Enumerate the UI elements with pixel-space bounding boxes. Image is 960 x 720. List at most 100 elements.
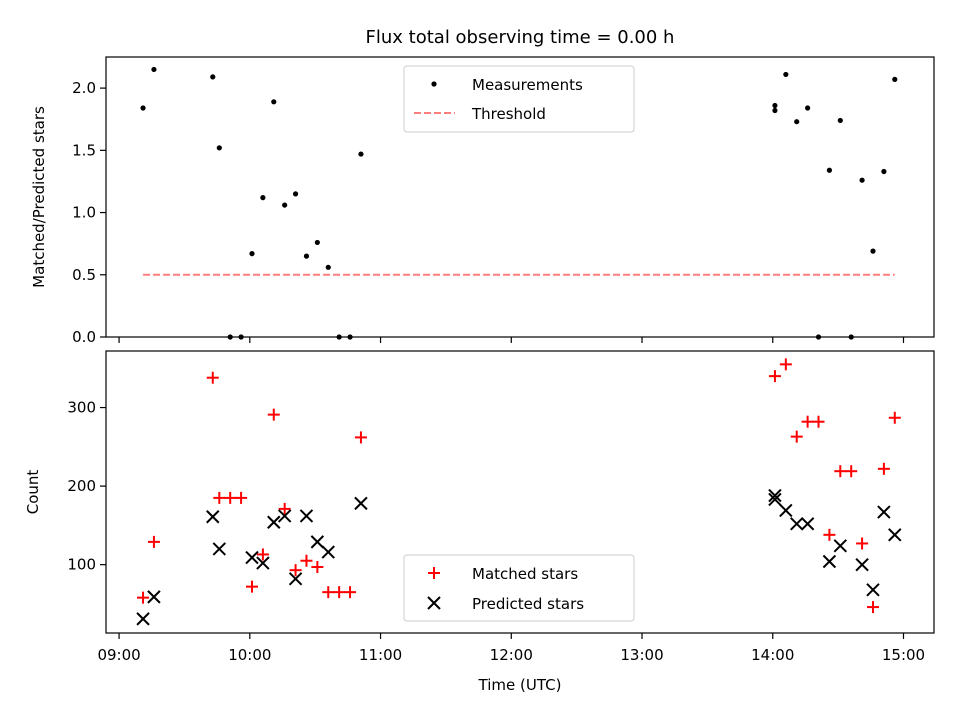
matched-star-point (801, 415, 814, 428)
measurement-point (772, 102, 778, 109)
measurement-point (336, 334, 342, 340)
counts-legend-box (403, 554, 635, 622)
counts-panel: 100 200 300 09:00 10:00 11:00 12:00 13:00 14:00… (24, 350, 935, 694)
predicted-star-point (206, 510, 220, 524)
predicted-star-point (288, 572, 303, 586)
predicted-star-point (800, 517, 815, 531)
measurement-point (347, 334, 353, 340)
matched-star-point (866, 601, 879, 614)
ratio-legend-box (403, 65, 635, 133)
predicted-star-stroke (768, 492, 782, 507)
predicted-star-point (212, 542, 227, 556)
measurement-point (837, 117, 843, 124)
predicted-star-stroke (206, 510, 220, 524)
matched-star-point (311, 561, 324, 574)
measurement-point (358, 151, 364, 157)
matched-star-point (768, 370, 781, 383)
legend-predicted-label: Predicted stars (472, 595, 584, 613)
matched-star-point (856, 537, 869, 550)
matched-star-point (245, 580, 258, 593)
x-tick-label: 13:00 (620, 646, 663, 664)
measurement-point (794, 119, 800, 125)
predicted-star-stroke (833, 539, 848, 553)
measurement-point (227, 334, 233, 340)
predicted-star-point (822, 554, 837, 569)
predicted-star-point (310, 535, 325, 549)
predicted-star-point (888, 528, 902, 542)
predicted-star-point (877, 505, 891, 519)
legend-predicted-marker (427, 596, 441, 610)
predicted-star-stroke (790, 517, 804, 531)
x-tick-label: 15:00 (882, 646, 925, 664)
legend-matched-marker (428, 567, 440, 579)
matched-star-point (823, 528, 836, 541)
ratio-y-axis-label: Matched/Predicted stars (30, 106, 48, 288)
matched-star-point (888, 411, 901, 424)
predicted-star-stroke (800, 517, 815, 531)
predicted-star-point (267, 515, 281, 529)
legend-measurements-label: Measurements (472, 76, 583, 94)
predicted-star-stroke (310, 535, 325, 549)
predicted-star-stroke (866, 583, 880, 597)
matched-star-point (354, 431, 367, 444)
predicted-star-point (147, 590, 161, 604)
measurement-point (826, 167, 833, 173)
predicted-star-stroke (245, 550, 259, 565)
predicted-star-stroke (779, 503, 793, 518)
predicted-star-stroke (768, 488, 782, 503)
x-tick-label: 10:00 (228, 646, 271, 664)
predicted-star-stroke (288, 572, 303, 586)
predicted-star-point (790, 517, 804, 531)
matched-star-point (224, 491, 237, 504)
measurement-point (249, 251, 255, 257)
matched-star-point (779, 358, 792, 371)
matched-star-point (278, 502, 291, 515)
predicted-star-stroke (212, 542, 227, 556)
predicted-star-point (321, 545, 335, 559)
chart-title: Flux total observing time = 0.00 h (366, 27, 675, 48)
predicted-star-stroke (855, 557, 869, 572)
matched-star-point (344, 586, 357, 599)
measurement-point (282, 202, 288, 208)
matched-star-point (300, 554, 313, 567)
measurement-point (859, 177, 865, 183)
measurement-point (216, 145, 222, 151)
predicted-star-stroke (354, 496, 368, 511)
ratio-y-tick-label: 2.0 (72, 79, 96, 97)
measurement-point (292, 191, 299, 197)
measurement-point (260, 195, 266, 201)
predicted-star-point (866, 583, 880, 597)
predicted-star-point (256, 556, 270, 570)
measurement-point (783, 71, 789, 78)
measurement-point (772, 107, 778, 114)
ratio-marks (140, 66, 898, 340)
matched-star-point (235, 491, 248, 504)
predicted-star-point (779, 503, 793, 518)
measurement-point (848, 334, 854, 340)
ratio-legend: Measurements Threshold (403, 65, 635, 133)
predicted-star-stroke (299, 509, 314, 523)
matched-star-point (322, 586, 335, 599)
matched-star-point (147, 535, 160, 548)
x-tick-label: 14:00 (751, 646, 794, 664)
predicted-star-point (768, 488, 782, 503)
ratio-y-ticks: 0.0 0.5 1.0 1.5 2.0 (72, 79, 106, 346)
matched-star-point (333, 586, 346, 599)
legend-measurements-marker (431, 81, 437, 87)
predicted-star-point (855, 557, 869, 572)
matched-star-point (267, 408, 280, 421)
predicted-star-stroke (267, 515, 281, 529)
predicted-star-point (768, 492, 782, 507)
measurement-point (314, 239, 320, 246)
counts-legend: Matched stars Predicted stars (403, 554, 635, 622)
measurement-point (210, 74, 216, 80)
measurement-point (151, 66, 157, 73)
ratio-panel: 0.00.51.01.52.0 Matched/Predicted stars … (30, 56, 935, 346)
measurement-point (140, 105, 146, 111)
counts-y-tick-label: 300 (67, 399, 96, 417)
matched-star-point (812, 415, 825, 428)
matched-star-point (206, 371, 219, 384)
counts-plot-area (105, 350, 935, 634)
matched-star-point (213, 491, 226, 504)
